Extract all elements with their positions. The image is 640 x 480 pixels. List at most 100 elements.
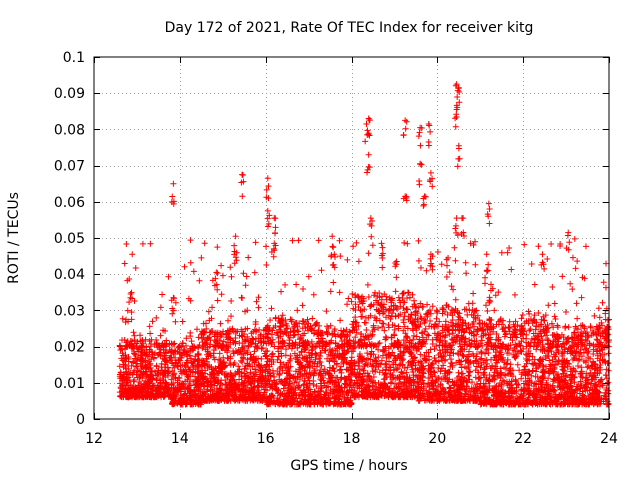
data-point (121, 371, 128, 378)
data-point (227, 370, 234, 377)
data-point (128, 362, 135, 369)
data-point (146, 362, 153, 369)
data-point (169, 388, 176, 395)
data-point (142, 368, 149, 375)
data-point (149, 351, 156, 358)
data-point (181, 346, 188, 353)
data-point (184, 385, 191, 392)
data-point (248, 354, 255, 361)
data-point (157, 346, 164, 353)
data-point (239, 359, 246, 366)
data-point (182, 368, 189, 375)
data-point (131, 367, 138, 374)
data-point (162, 367, 169, 374)
data-point (158, 360, 165, 367)
data-point (178, 388, 185, 395)
data-point (147, 364, 154, 371)
data-point (252, 328, 259, 335)
data-point (158, 342, 165, 349)
data-point (139, 355, 146, 362)
data-point (130, 378, 137, 385)
data-point (134, 374, 141, 381)
data-point (164, 385, 171, 392)
data-point (122, 361, 129, 368)
data-point (241, 350, 248, 357)
data-point (139, 357, 146, 364)
data-point (142, 377, 149, 384)
data-point (175, 374, 182, 381)
data-point (232, 391, 239, 398)
data-point (204, 378, 211, 385)
data-point (146, 352, 153, 359)
data-point (248, 380, 255, 387)
data-point (195, 352, 202, 359)
data-point (152, 372, 159, 379)
data-point (195, 376, 202, 383)
data-point (224, 327, 231, 334)
data-point (172, 375, 179, 382)
data-point (224, 349, 231, 356)
data-point (133, 360, 140, 367)
data-point (192, 366, 199, 373)
data-point (133, 363, 140, 370)
data-point (149, 386, 156, 393)
data-point (187, 393, 194, 400)
data-point (149, 393, 156, 400)
data-point (229, 326, 236, 333)
data-point (170, 349, 177, 356)
data-point (127, 388, 134, 395)
data-point (160, 372, 167, 379)
data-point (185, 373, 192, 380)
data-point (174, 382, 181, 389)
data-point (180, 397, 187, 404)
data-point (206, 363, 213, 370)
data-point (151, 341, 158, 348)
data-point (157, 389, 164, 396)
data-point (173, 393, 180, 400)
data-point (219, 341, 226, 348)
data-point (126, 376, 133, 383)
data-point (191, 386, 198, 393)
data-point (231, 350, 238, 357)
data-point (140, 381, 147, 388)
data-point (234, 349, 241, 356)
data-point (195, 384, 202, 391)
data-point (132, 351, 139, 358)
data-point (146, 379, 153, 386)
data-point (241, 365, 248, 372)
data-point (244, 381, 251, 388)
data-point (186, 352, 193, 359)
data-point (120, 393, 127, 400)
data-point (138, 349, 145, 356)
data-point (119, 382, 126, 389)
data-point (199, 339, 206, 346)
data-point (240, 386, 247, 393)
data-point (163, 380, 170, 387)
data-point (142, 362, 149, 369)
data-point (190, 378, 197, 385)
data-point (116, 373, 123, 380)
data-point (218, 368, 225, 375)
data-point (224, 390, 231, 397)
data-point (163, 359, 170, 366)
data-point (217, 330, 224, 337)
data-point (162, 358, 169, 365)
data-point (201, 383, 208, 390)
data-point (130, 358, 137, 365)
data-point (181, 391, 188, 398)
data-point (182, 378, 189, 385)
data-point (133, 371, 140, 378)
data-points (116, 81, 612, 408)
data-point (261, 391, 268, 398)
data-point (148, 356, 155, 363)
data-point (133, 394, 140, 401)
data-point (171, 364, 178, 371)
data-point (212, 390, 219, 397)
data-point (172, 354, 179, 361)
data-point (135, 368, 142, 375)
data-point (235, 363, 242, 370)
data-point (251, 377, 258, 384)
data-point (121, 358, 128, 365)
data-point (169, 372, 176, 379)
